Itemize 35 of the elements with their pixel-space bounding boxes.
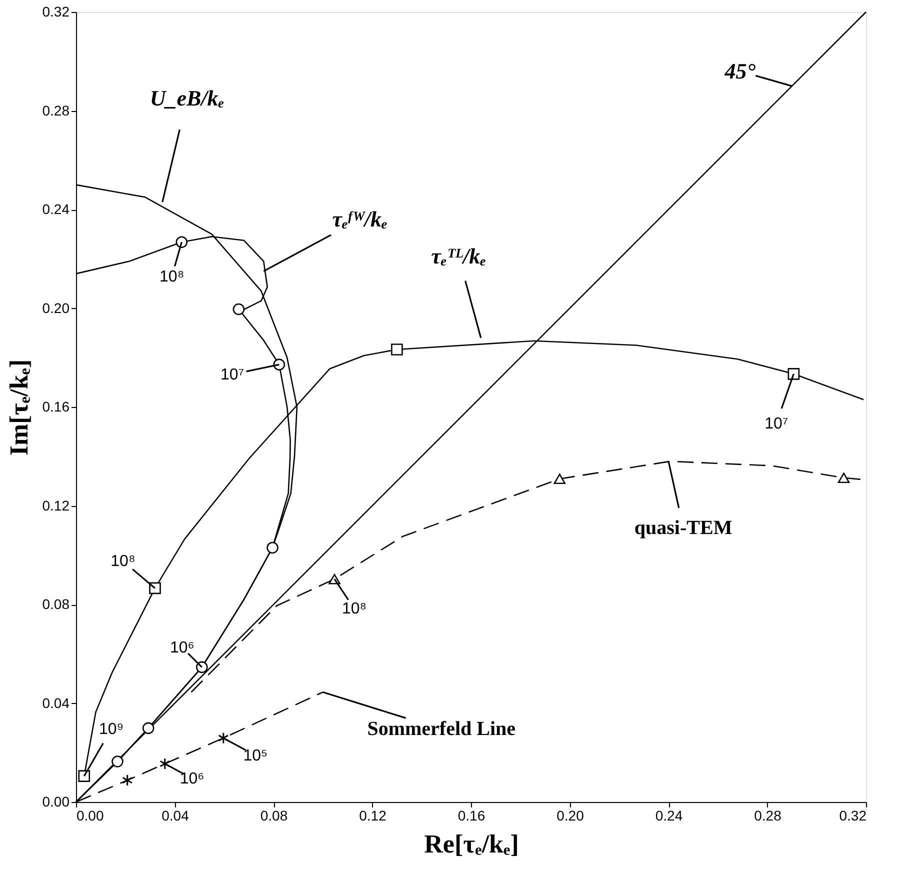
x-tick-label: 0.04 [162, 808, 190, 824]
annotation: 45° [724, 58, 756, 84]
x-tick-label: 0.20 [556, 808, 584, 824]
x-tick-label: 0.12 [359, 808, 387, 824]
annotation: U_eB/kₑ [150, 85, 224, 110]
annotation: 10⁹ [98, 721, 124, 738]
annotation: Sommerfeld Line [367, 718, 516, 740]
annotation: 10⁸ [342, 600, 366, 618]
annotation: 10⁶ [180, 770, 204, 788]
y-tick-label: 0.16 [42, 398, 70, 414]
x-tick-label: 0.00 [76, 808, 104, 824]
x-tick-label: 0.24 [655, 808, 683, 824]
y-tick-label: 0.04 [42, 694, 70, 711]
annotation: 10⁸ [110, 553, 136, 570]
y-tick-label: 0.24 [42, 201, 70, 217]
x-tick-label: 0.28 [754, 808, 782, 824]
y-tick-label: 0.28 [42, 102, 70, 118]
y-tick-label: 0.00 [42, 794, 70, 810]
y-tick-label: 0.12 [42, 497, 70, 514]
annotation: 10⁷ [220, 366, 244, 384]
y-tick-label: 0.32 [42, 4, 70, 20]
annotation: 10⁷ [764, 415, 788, 432]
annotation: quasi-TEM [634, 516, 732, 539]
annotation: 10⁸ [160, 268, 184, 286]
y-axis-title: Im[τₑ/kₑ] [4, 359, 34, 456]
annotation: 10⁶ [170, 639, 194, 656]
x-tick-label: 0.16 [458, 808, 486, 824]
x-tick-label: 0.08 [260, 808, 288, 824]
x-tick-label: 0.32 [839, 808, 867, 824]
annotation: τₑᶠᵂ/kₑ [332, 206, 388, 232]
y-tick-label: 0.20 [42, 300, 70, 316]
y-tick-label: 0.08 [42, 596, 70, 612]
annotation: τₑᵀᴸ/kₑ [431, 243, 486, 268]
x-axis-title: Re[τₑ/kₑ] [424, 830, 519, 858]
annotation: 10⁵ [243, 747, 268, 764]
